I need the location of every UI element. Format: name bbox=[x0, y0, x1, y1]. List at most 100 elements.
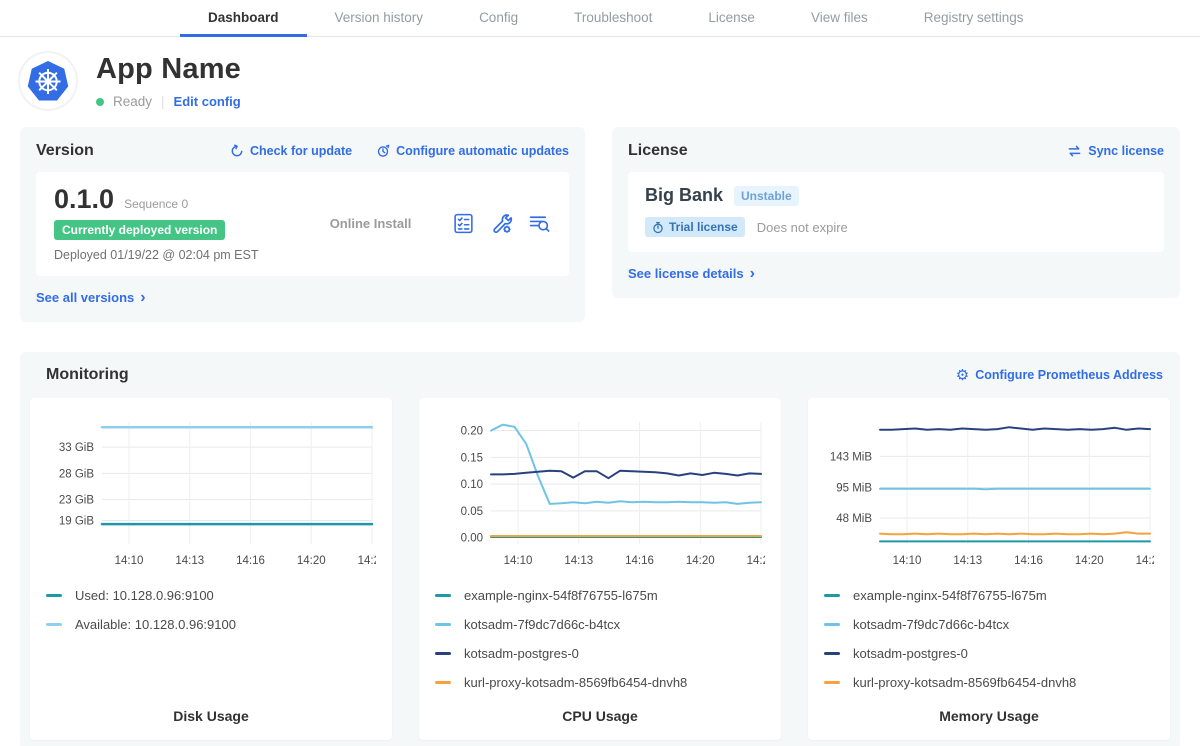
legend-label: kurl-proxy-kotsadm-8569fb6454-dnvh8 bbox=[464, 675, 688, 690]
cpu-usage-legend: example-nginx-54f8f76755-l675m kotsadm-7f… bbox=[435, 588, 765, 704]
deployed-timestamp: Deployed 01/19/22 @ 02:04 pm EST bbox=[54, 248, 259, 262]
disk-usage-chart[interactable]: 33 GiB 28 GiB 23 GiB 19 GiB 14:10 14:13 14:16 1… bbox=[46, 412, 376, 574]
svg-text:14:16: 14:16 bbox=[625, 555, 654, 567]
configure-wrench-icon[interactable] bbox=[490, 212, 513, 235]
svg-text:95 MiB: 95 MiB bbox=[836, 483, 872, 495]
svg-text:14:23: 14:23 bbox=[1136, 555, 1154, 567]
legend-label: kurl-proxy-kotsadm-8569fb6454-dnvh8 bbox=[853, 675, 1077, 690]
svg-text:14:16: 14:16 bbox=[236, 555, 265, 567]
svg-text:14:20: 14:20 bbox=[686, 555, 715, 567]
cpu-usage-chart-card: 0.20 0.15 0.10 0.05 0.00 14:10 14:13 14:16 14:20… bbox=[419, 398, 781, 740]
svg-text:0.00: 0.00 bbox=[461, 533, 483, 545]
install-type-label: Online Install bbox=[329, 215, 412, 231]
license-details-card: Big Bank Unstable Trial license Does not… bbox=[628, 172, 1164, 252]
configure-automatic-updates-link[interactable]: Configure automatic updates bbox=[376, 144, 569, 158]
version-panel-title: Version bbox=[36, 142, 94, 159]
kubernetes-logo-icon bbox=[20, 53, 76, 109]
version-number: 0.1.0 bbox=[54, 184, 115, 214]
monitoring-panel-title: Monitoring bbox=[46, 366, 129, 383]
legend-line-icon bbox=[435, 652, 451, 655]
svg-text:0.10: 0.10 bbox=[461, 479, 483, 491]
tab-version-history[interactable]: Version history bbox=[334, 9, 424, 25]
svg-text:14:16: 14:16 bbox=[1014, 555, 1043, 567]
view-logs-icon[interactable] bbox=[528, 212, 551, 235]
tab-troubleshoot[interactable]: Troubleshoot bbox=[574, 9, 653, 25]
memory-usage-legend: example-nginx-54f8f76755-l675m kotsadm-7f… bbox=[824, 588, 1154, 704]
legend-item: kotsadm-postgres-0 bbox=[824, 646, 1154, 661]
legend-line-icon bbox=[46, 594, 62, 597]
svg-text:14:13: 14:13 bbox=[175, 555, 204, 567]
edit-config-link[interactable]: Edit config bbox=[173, 94, 241, 109]
svg-text:33 GiB: 33 GiB bbox=[59, 442, 94, 454]
svg-text:14:23: 14:23 bbox=[747, 555, 765, 567]
legend-label: kotsadm-7f9dc7d66c-b4tcx bbox=[853, 617, 1010, 632]
version-panel: Version Check for update Configure au bbox=[20, 127, 585, 322]
configure-prometheus-link[interactable]: ⚙ Configure Prometheus Address bbox=[955, 366, 1163, 384]
chevron-right-icon: › bbox=[749, 264, 755, 282]
svg-text:48 MiB: 48 MiB bbox=[836, 513, 872, 525]
disk-usage-legend: Used: 10.128.0.96:9100 Available: 10.128.… bbox=[46, 588, 376, 646]
svg-text:0.05: 0.05 bbox=[461, 506, 483, 518]
svg-text:28 GiB: 28 GiB bbox=[59, 468, 94, 480]
stopwatch-icon bbox=[653, 221, 663, 233]
currently-deployed-badge: Currently deployed version bbox=[54, 220, 226, 240]
see-license-details-link[interactable]: See license details › bbox=[628, 264, 755, 282]
legend-item: kotsadm-7f9dc7d66c-b4tcx bbox=[435, 617, 765, 632]
legend-line-icon bbox=[435, 623, 451, 626]
monitoring-panel: Monitoring ⚙ Configure Prometheus Addres… bbox=[20, 352, 1180, 746]
chevron-right-icon: › bbox=[140, 288, 146, 306]
legend-item: example-nginx-54f8f76755-l675m bbox=[435, 588, 765, 603]
legend-line-icon bbox=[824, 623, 840, 626]
svg-text:14:20: 14:20 bbox=[1075, 555, 1104, 567]
legend-line-icon bbox=[824, 594, 840, 597]
disk-usage-chart-card: 33 GiB 28 GiB 23 GiB 19 GiB 14:10 14:13 14:16 1… bbox=[30, 398, 392, 740]
memory-usage-chart-card: 143 MiB 95 MiB 48 MiB 14:10 14:13 14:16 14:20 1… bbox=[808, 398, 1170, 740]
see-all-versions-link[interactable]: See all versions › bbox=[36, 288, 146, 306]
legend-label: kotsadm-postgres-0 bbox=[464, 646, 579, 661]
memory-usage-title: Memory Usage bbox=[939, 708, 1039, 724]
tab-view-files[interactable]: View files bbox=[810, 9, 868, 25]
cpu-usage-chart[interactable]: 0.20 0.15 0.10 0.05 0.00 14:10 14:13 14:16 14:20… bbox=[435, 412, 765, 574]
legend-item: Available: 10.128.0.96:9100 bbox=[46, 617, 376, 632]
svg-text:0.15: 0.15 bbox=[461, 452, 483, 464]
svg-text:14:10: 14:10 bbox=[504, 555, 533, 567]
svg-text:14:10: 14:10 bbox=[115, 555, 144, 567]
app-name-title: App Name bbox=[96, 53, 242, 85]
clock-update-icon bbox=[377, 144, 390, 157]
legend-item: kurl-proxy-kotsadm-8569fb6454-dnvh8 bbox=[435, 675, 765, 690]
legend-item: Used: 10.128.0.96:9100 bbox=[46, 588, 376, 603]
legend-label: kotsadm-postgres-0 bbox=[853, 646, 968, 661]
tab-config[interactable]: Config bbox=[479, 9, 519, 25]
tab-license[interactable]: License bbox=[708, 9, 755, 25]
customer-name: Big Bank bbox=[645, 185, 724, 205]
preflight-checks-icon[interactable] bbox=[452, 212, 475, 235]
legend-item: example-nginx-54f8f76755-l675m bbox=[824, 588, 1154, 603]
gear-icon: ⚙ bbox=[955, 366, 970, 384]
svg-text:23 GiB: 23 GiB bbox=[59, 494, 94, 506]
sync-arrows-icon bbox=[1068, 145, 1081, 157]
sequence-label: Sequence 0 bbox=[124, 197, 189, 211]
refresh-icon bbox=[231, 144, 243, 157]
legend-line-icon bbox=[435, 594, 451, 597]
sync-license-link[interactable]: Sync license bbox=[1067, 144, 1164, 158]
license-expiry-text: Does not expire bbox=[756, 219, 848, 235]
legend-label: example-nginx-54f8f76755-l675m bbox=[853, 588, 1047, 603]
svg-text:0.20: 0.20 bbox=[461, 426, 483, 438]
svg-text:14:23: 14:23 bbox=[358, 555, 376, 567]
cpu-usage-title: CPU Usage bbox=[562, 708, 638, 724]
disk-usage-title: Disk Usage bbox=[173, 708, 249, 724]
legend-item: kurl-proxy-kotsadm-8569fb6454-dnvh8 bbox=[824, 675, 1154, 690]
legend-label: example-nginx-54f8f76755-l675m bbox=[464, 588, 658, 603]
svg-text:19 GiB: 19 GiB bbox=[59, 515, 94, 527]
license-panel: License Sync license Big Bank Unstable bbox=[612, 127, 1180, 298]
legend-label: Used: 10.128.0.96:9100 bbox=[75, 588, 214, 603]
legend-item: kotsadm-7f9dc7d66c-b4tcx bbox=[824, 617, 1154, 632]
memory-usage-chart[interactable]: 143 MiB 95 MiB 48 MiB 14:10 14:13 14:16 14:20 1… bbox=[824, 412, 1154, 574]
check-for-update-link[interactable]: Check for update bbox=[230, 144, 352, 158]
svg-text:14:13: 14:13 bbox=[953, 555, 982, 567]
tab-dashboard[interactable]: Dashboard bbox=[180, 0, 307, 37]
current-version-card: 0.1.0 Sequence 0 Currently deployed vers… bbox=[36, 172, 569, 276]
app-status-text: Ready bbox=[113, 94, 153, 109]
trial-license-badge: Trial license bbox=[645, 217, 745, 237]
tab-registry-settings[interactable]: Registry settings bbox=[923, 9, 1024, 25]
